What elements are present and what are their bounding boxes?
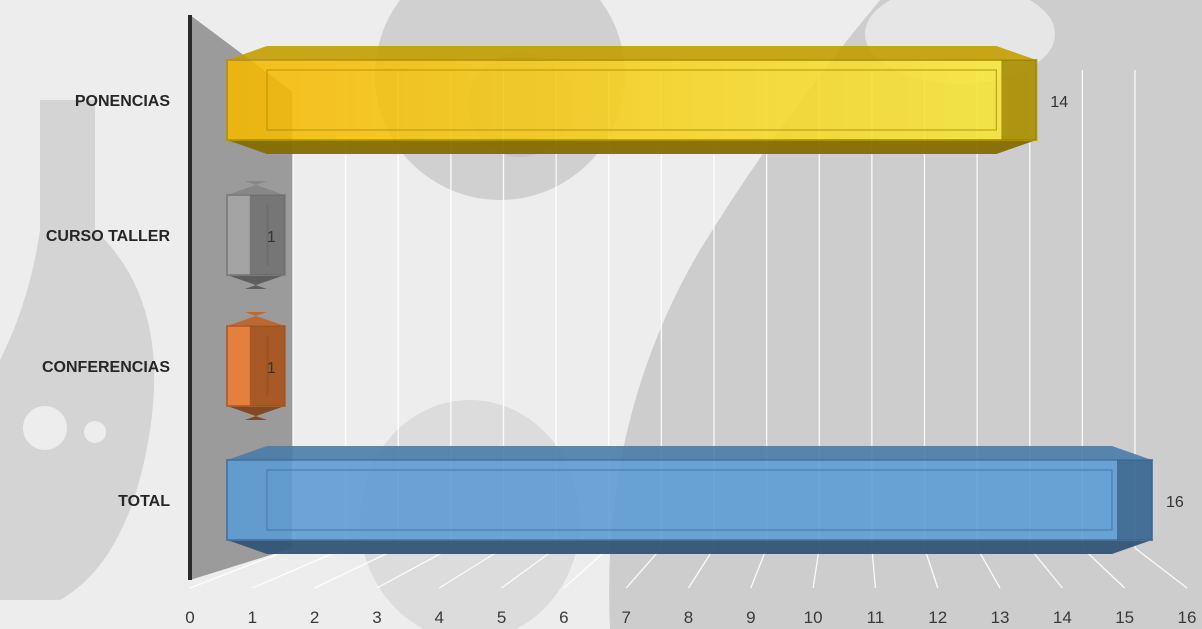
bar-end-face	[249, 195, 285, 275]
flask-icon	[0, 100, 155, 600]
bar-curso-taller	[226, 181, 286, 289]
x-tick-label: 6	[559, 608, 568, 627]
bars	[226, 46, 1153, 554]
floor-gridline	[501, 547, 557, 589]
bar-top-face	[227, 181, 285, 195]
floor-gridline	[1081, 547, 1126, 589]
data-label: 1	[267, 360, 276, 377]
floor-gridline	[189, 547, 294, 589]
bar-top-face	[227, 312, 285, 326]
bar-front-face	[226, 459, 1153, 541]
bar-top-face	[227, 446, 1152, 460]
x-tick-label: 9	[746, 608, 755, 627]
category-label: CONFERENCIAS	[42, 359, 170, 376]
bar-end-face	[1117, 460, 1152, 540]
floor-gridline	[871, 547, 877, 589]
bar-total	[226, 446, 1153, 554]
floor-gridline	[923, 547, 939, 589]
bar-conferencias	[226, 312, 286, 420]
category-label: CURSO TALLER	[46, 228, 171, 245]
x-tick-label: 7	[621, 608, 630, 627]
x-tick-label: 12	[928, 608, 947, 627]
chart-side-wall	[188, 15, 293, 580]
bar-front-face	[226, 59, 1038, 141]
bar-bottom-face	[227, 275, 285, 289]
x-tick-label: 1	[248, 608, 257, 627]
bar-end-face	[1001, 60, 1037, 140]
floor-gridline	[1029, 547, 1063, 589]
floor-gridline	[976, 547, 1001, 589]
x-tick-label: 10	[804, 608, 823, 627]
category-axis: PONENCIAS CURSO TALLER CONFERENCIAS TOTAL	[42, 93, 170, 510]
x-tick-label: 0	[185, 608, 194, 627]
x-tick-label: 15	[1115, 608, 1134, 627]
floor-gridline	[376, 547, 452, 589]
bar-bottom-face	[227, 406, 285, 420]
floor-gridline	[314, 547, 399, 589]
floor-gridline	[1134, 547, 1188, 589]
category-label: PONENCIAS	[75, 93, 170, 110]
floor-gridline	[812, 547, 820, 589]
x-tick-label: 3	[372, 608, 381, 627]
floor-gridline	[563, 547, 610, 589]
bar-ponencias	[226, 46, 1038, 154]
data-label: 1	[267, 229, 276, 246]
bar-top-face	[227, 46, 1037, 60]
floor-gridline	[252, 547, 346, 589]
floor-gridline	[438, 547, 504, 589]
bar-bottom-face	[227, 540, 1152, 554]
x-tick-label: 14	[1053, 608, 1072, 627]
x-tick-label: 4	[435, 608, 444, 627]
x-tick-label: 11	[867, 608, 885, 627]
bar-inner-edge	[266, 469, 1113, 531]
floor-gridline	[687, 547, 715, 589]
data-label: 16	[1166, 494, 1184, 511]
bar-inner-edge	[266, 69, 997, 131]
x-tick-label: 13	[991, 608, 1010, 627]
floor-gridline	[625, 547, 662, 589]
floor-gridline	[750, 547, 768, 589]
bar-end-face	[249, 326, 285, 406]
x-axis-ticks: 0 1 2 3 4 5 6 7 8 9 10 11 12 13 14 15 16	[185, 608, 1196, 627]
category-label: TOTAL	[118, 493, 170, 510]
data-labels: 14 1 1 16	[267, 94, 1184, 511]
data-label: 14	[1050, 94, 1068, 111]
bar-bottom-face	[227, 140, 1037, 154]
x-tick-label: 2	[310, 608, 319, 627]
x-tick-label: 5	[497, 608, 506, 627]
x-tick-label: 8	[684, 608, 693, 627]
x-tick-label: 16	[1178, 608, 1197, 627]
